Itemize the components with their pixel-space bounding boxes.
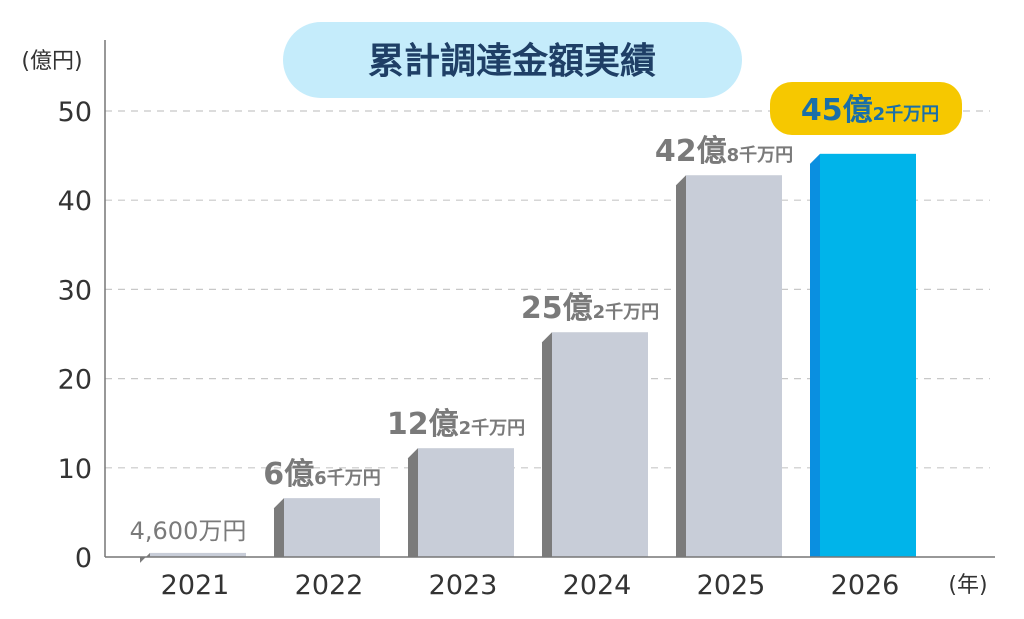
data-label-main: 6億 (263, 457, 314, 492)
bar (686, 175, 782, 557)
data-label: 45億2千万円 (801, 93, 939, 128)
x-tick-label: 2025 (697, 570, 766, 601)
x-tick-label: 2022 (295, 570, 364, 601)
bar (418, 448, 514, 557)
y-tick-label: 20 (58, 365, 92, 396)
data-label-main: 25億 (521, 291, 593, 326)
data-label-sub: 2千万円 (873, 104, 940, 125)
bar (820, 153, 916, 558)
chart-title: 累計調達金額実績 (368, 40, 656, 82)
data-label-sub: 6千万円 (314, 468, 381, 489)
bar (284, 498, 380, 557)
bar-side (676, 175, 686, 557)
data-label: 12億2千万円 (387, 407, 525, 442)
x-tick-label: 2026 (831, 570, 900, 601)
x-tick-label: 2021 (161, 570, 230, 601)
x-tick-label: 2023 (429, 570, 498, 601)
x-axis-unit: (年) (948, 573, 987, 598)
data-label-sub: 2千万円 (593, 302, 660, 323)
y-tick-label: 30 (58, 275, 92, 306)
data-label-sub: 2千万円 (459, 418, 526, 439)
title-pill (283, 22, 742, 98)
data-label-main: 4,600万円 (130, 517, 247, 545)
y-axis-unit: (億円) (21, 49, 82, 74)
bar-side (542, 332, 552, 557)
bar-side (274, 498, 284, 557)
x-tick-label: 2024 (563, 570, 632, 601)
bar-side (140, 552, 150, 563)
y-tick-label: 40 (58, 186, 92, 217)
data-label: 6億6千万円 (263, 457, 380, 492)
y-tick-label: 50 (58, 97, 92, 128)
data-label: 25億2千万円 (521, 291, 659, 326)
bar-side (408, 448, 418, 557)
bar (552, 332, 648, 557)
highlight-label-pill (770, 82, 962, 135)
bar (150, 552, 246, 557)
y-tick-label: 10 (58, 454, 92, 485)
data-label: 4,600万円 (130, 517, 247, 545)
data-label: 42億8千万円 (655, 134, 793, 169)
data-label-main: 12億 (387, 407, 459, 442)
data-label-sub: 8千万円 (727, 145, 794, 166)
data-label-main: 45億 (801, 93, 873, 128)
y-tick-label: 0 (75, 543, 92, 574)
bar-side (810, 153, 820, 558)
data-label-main: 42億 (655, 134, 727, 169)
